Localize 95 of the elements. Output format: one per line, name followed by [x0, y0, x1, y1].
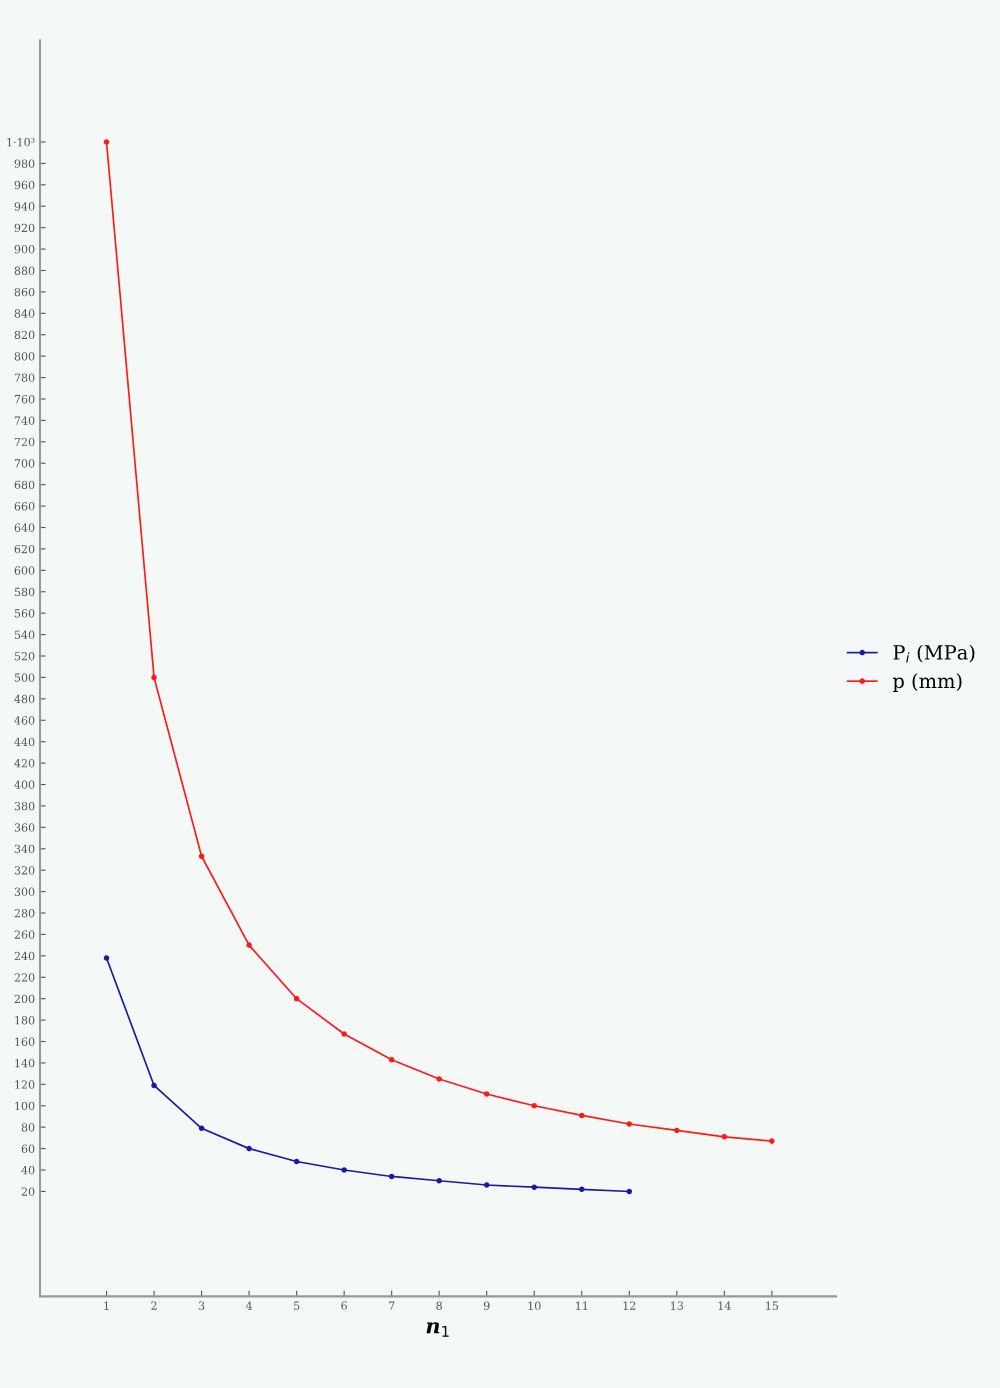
y-tick-label: 580 [14, 587, 35, 597]
y-tick-label: 500 [14, 673, 35, 682]
point [721, 1134, 728, 1140]
point [293, 1158, 300, 1165]
x-tick-label: 13 [671, 1301, 684, 1310]
legend-label: P$_{i}$ (MPa) [893, 644, 975, 663]
y-tick-label: 1·10³ [7, 137, 35, 147]
point [246, 942, 252, 948]
y-tick-label: 800 [14, 352, 35, 361]
y-tick-label: 380 [14, 801, 35, 811]
point [769, 1138, 775, 1144]
y-tick-label: 140 [15, 1058, 35, 1068]
x-tick-label: 4 [245, 1301, 253, 1310]
x-tick-label: 8 [436, 1301, 442, 1310]
point [436, 1177, 442, 1184]
x-tick-label: 1 [104, 1301, 109, 1310]
y-tick-label: 320 [14, 866, 35, 875]
y-tick-label: 100 [15, 1101, 35, 1111]
x-tick-label: 7 [389, 1301, 395, 1310]
y-tick-label: 780 [14, 373, 35, 382]
y-tick-label: 20 [21, 1187, 35, 1196]
point [293, 995, 300, 1002]
point [198, 1125, 205, 1132]
x-tick-label: 9 [483, 1301, 490, 1310]
y-tick-label: 840 [14, 309, 35, 318]
y-tick-label: 520 [14, 651, 35, 661]
y-tick-label: 960 [14, 180, 35, 190]
y-tick-label: 880 [14, 266, 35, 275]
y-tick-label: 440 [14, 737, 35, 747]
point [531, 1102, 538, 1109]
y-tick-label: 600 [14, 566, 35, 575]
point [341, 1031, 347, 1037]
point [626, 1121, 633, 1127]
y-tick-label: 660 [14, 502, 35, 511]
y-tick-label: 540 [14, 630, 35, 639]
y-tick-label: 920 [14, 223, 35, 233]
x-tick-label: 14 [718, 1301, 731, 1310]
y-tick-label: 980 [14, 159, 35, 168]
point [483, 1091, 490, 1097]
x-tick-label: 12 [623, 1301, 636, 1310]
y-tick-label: 400 [14, 780, 35, 789]
point [626, 1188, 633, 1195]
point [388, 1056, 395, 1063]
point [246, 1145, 252, 1152]
y-tick-label: 200 [14, 994, 35, 1004]
y-tick-label: 680 [14, 480, 35, 490]
point [103, 955, 110, 961]
x-tick-label: 11 [576, 1301, 588, 1310]
y-tick-label: 80 [21, 1123, 35, 1132]
x-tick-label: 5 [294, 1301, 300, 1310]
y-tick-label: 300 [14, 887, 35, 896]
y-tick-label: 180 [15, 1016, 35, 1025]
x-tick-label: 15 [766, 1301, 779, 1310]
y-tick-label: 280 [14, 908, 35, 918]
y-tick-label: 360 [14, 823, 35, 832]
y-tick-label: 760 [14, 394, 35, 404]
point [151, 1082, 157, 1089]
y-tick-label: 420 [14, 759, 35, 768]
y-tick-label: 620 [14, 544, 35, 554]
y-tick-label: 700 [14, 459, 35, 468]
point [483, 1182, 490, 1188]
y-tick-label: 60 [21, 1144, 35, 1153]
y-tick-label: 900 [14, 245, 35, 254]
point [578, 1186, 585, 1193]
point [388, 1173, 395, 1180]
y-tick-label: 720 [14, 437, 35, 447]
point [674, 1127, 680, 1134]
y-tick-label: 480 [14, 694, 35, 704]
y-tick-label: 740 [14, 416, 35, 425]
y-tick-label: 260 [14, 930, 35, 939]
point [341, 1167, 347, 1173]
point [103, 139, 110, 145]
y-tick-label: 460 [14, 716, 35, 725]
y-tick-label: 240 [14, 951, 35, 961]
y-tick-label: 220 [14, 973, 35, 982]
y-tick-label: 40 [21, 1166, 35, 1175]
y-tick-label: 860 [14, 287, 35, 297]
x-tick-label: 10 [528, 1301, 541, 1310]
x-tick-label: 6 [341, 1301, 347, 1310]
x-axis-title: n$_{1}$ [426, 1322, 449, 1337]
y-tick-label: 120 [15, 1080, 35, 1089]
point [578, 1112, 585, 1119]
y-tick-label: 560 [14, 609, 35, 618]
y-tick-label: 820 [14, 330, 35, 340]
x-tick-label: 3 [198, 1301, 205, 1310]
point [531, 1184, 538, 1190]
y-tick-label: 160 [15, 1037, 35, 1046]
x-tick-label: 2 [151, 1301, 157, 1310]
legend-label: p (mm) [892, 673, 962, 692]
point [436, 1076, 442, 1082]
point [151, 674, 157, 681]
y-tick-label: 940 [14, 202, 35, 211]
y-tick-label: 640 [14, 523, 35, 532]
point [198, 853, 205, 860]
y-tick-label: 340 [14, 844, 35, 854]
